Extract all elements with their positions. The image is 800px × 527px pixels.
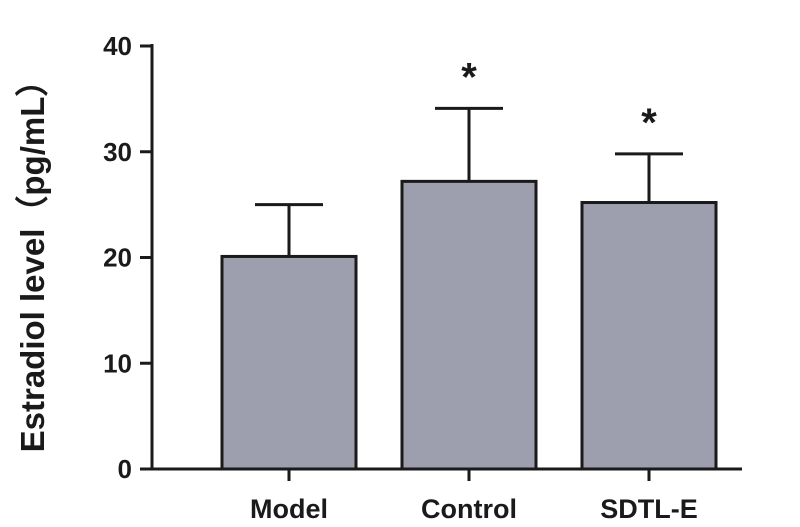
x-tick-label: Control [421, 494, 517, 524]
bar-sdtl-e [580, 201, 718, 471]
y-tick-label: 0 [118, 454, 132, 484]
x-tick-label: SDTL-E [600, 494, 698, 524]
bar-control [400, 179, 538, 471]
y-tick-label: 40 [103, 31, 132, 61]
y-axis-title: Estradiol level（pg/mL） [14, 64, 51, 453]
significance-marker: * [461, 55, 477, 99]
y-tick-label: 30 [103, 137, 132, 167]
x-tick-label: Model [250, 494, 328, 524]
labels-layer: Model * Control * SDTL-E 0 10 20 30 40 Estradiol l… [14, 31, 698, 524]
axes-layer [140, 44, 742, 481]
significance-marker: * [641, 101, 657, 145]
bars-layer [220, 179, 718, 471]
bar-model [220, 254, 358, 471]
y-tick-label: 10 [103, 348, 132, 378]
y-tick-label: 20 [103, 243, 132, 273]
error-bars-layer [255, 106, 683, 257]
